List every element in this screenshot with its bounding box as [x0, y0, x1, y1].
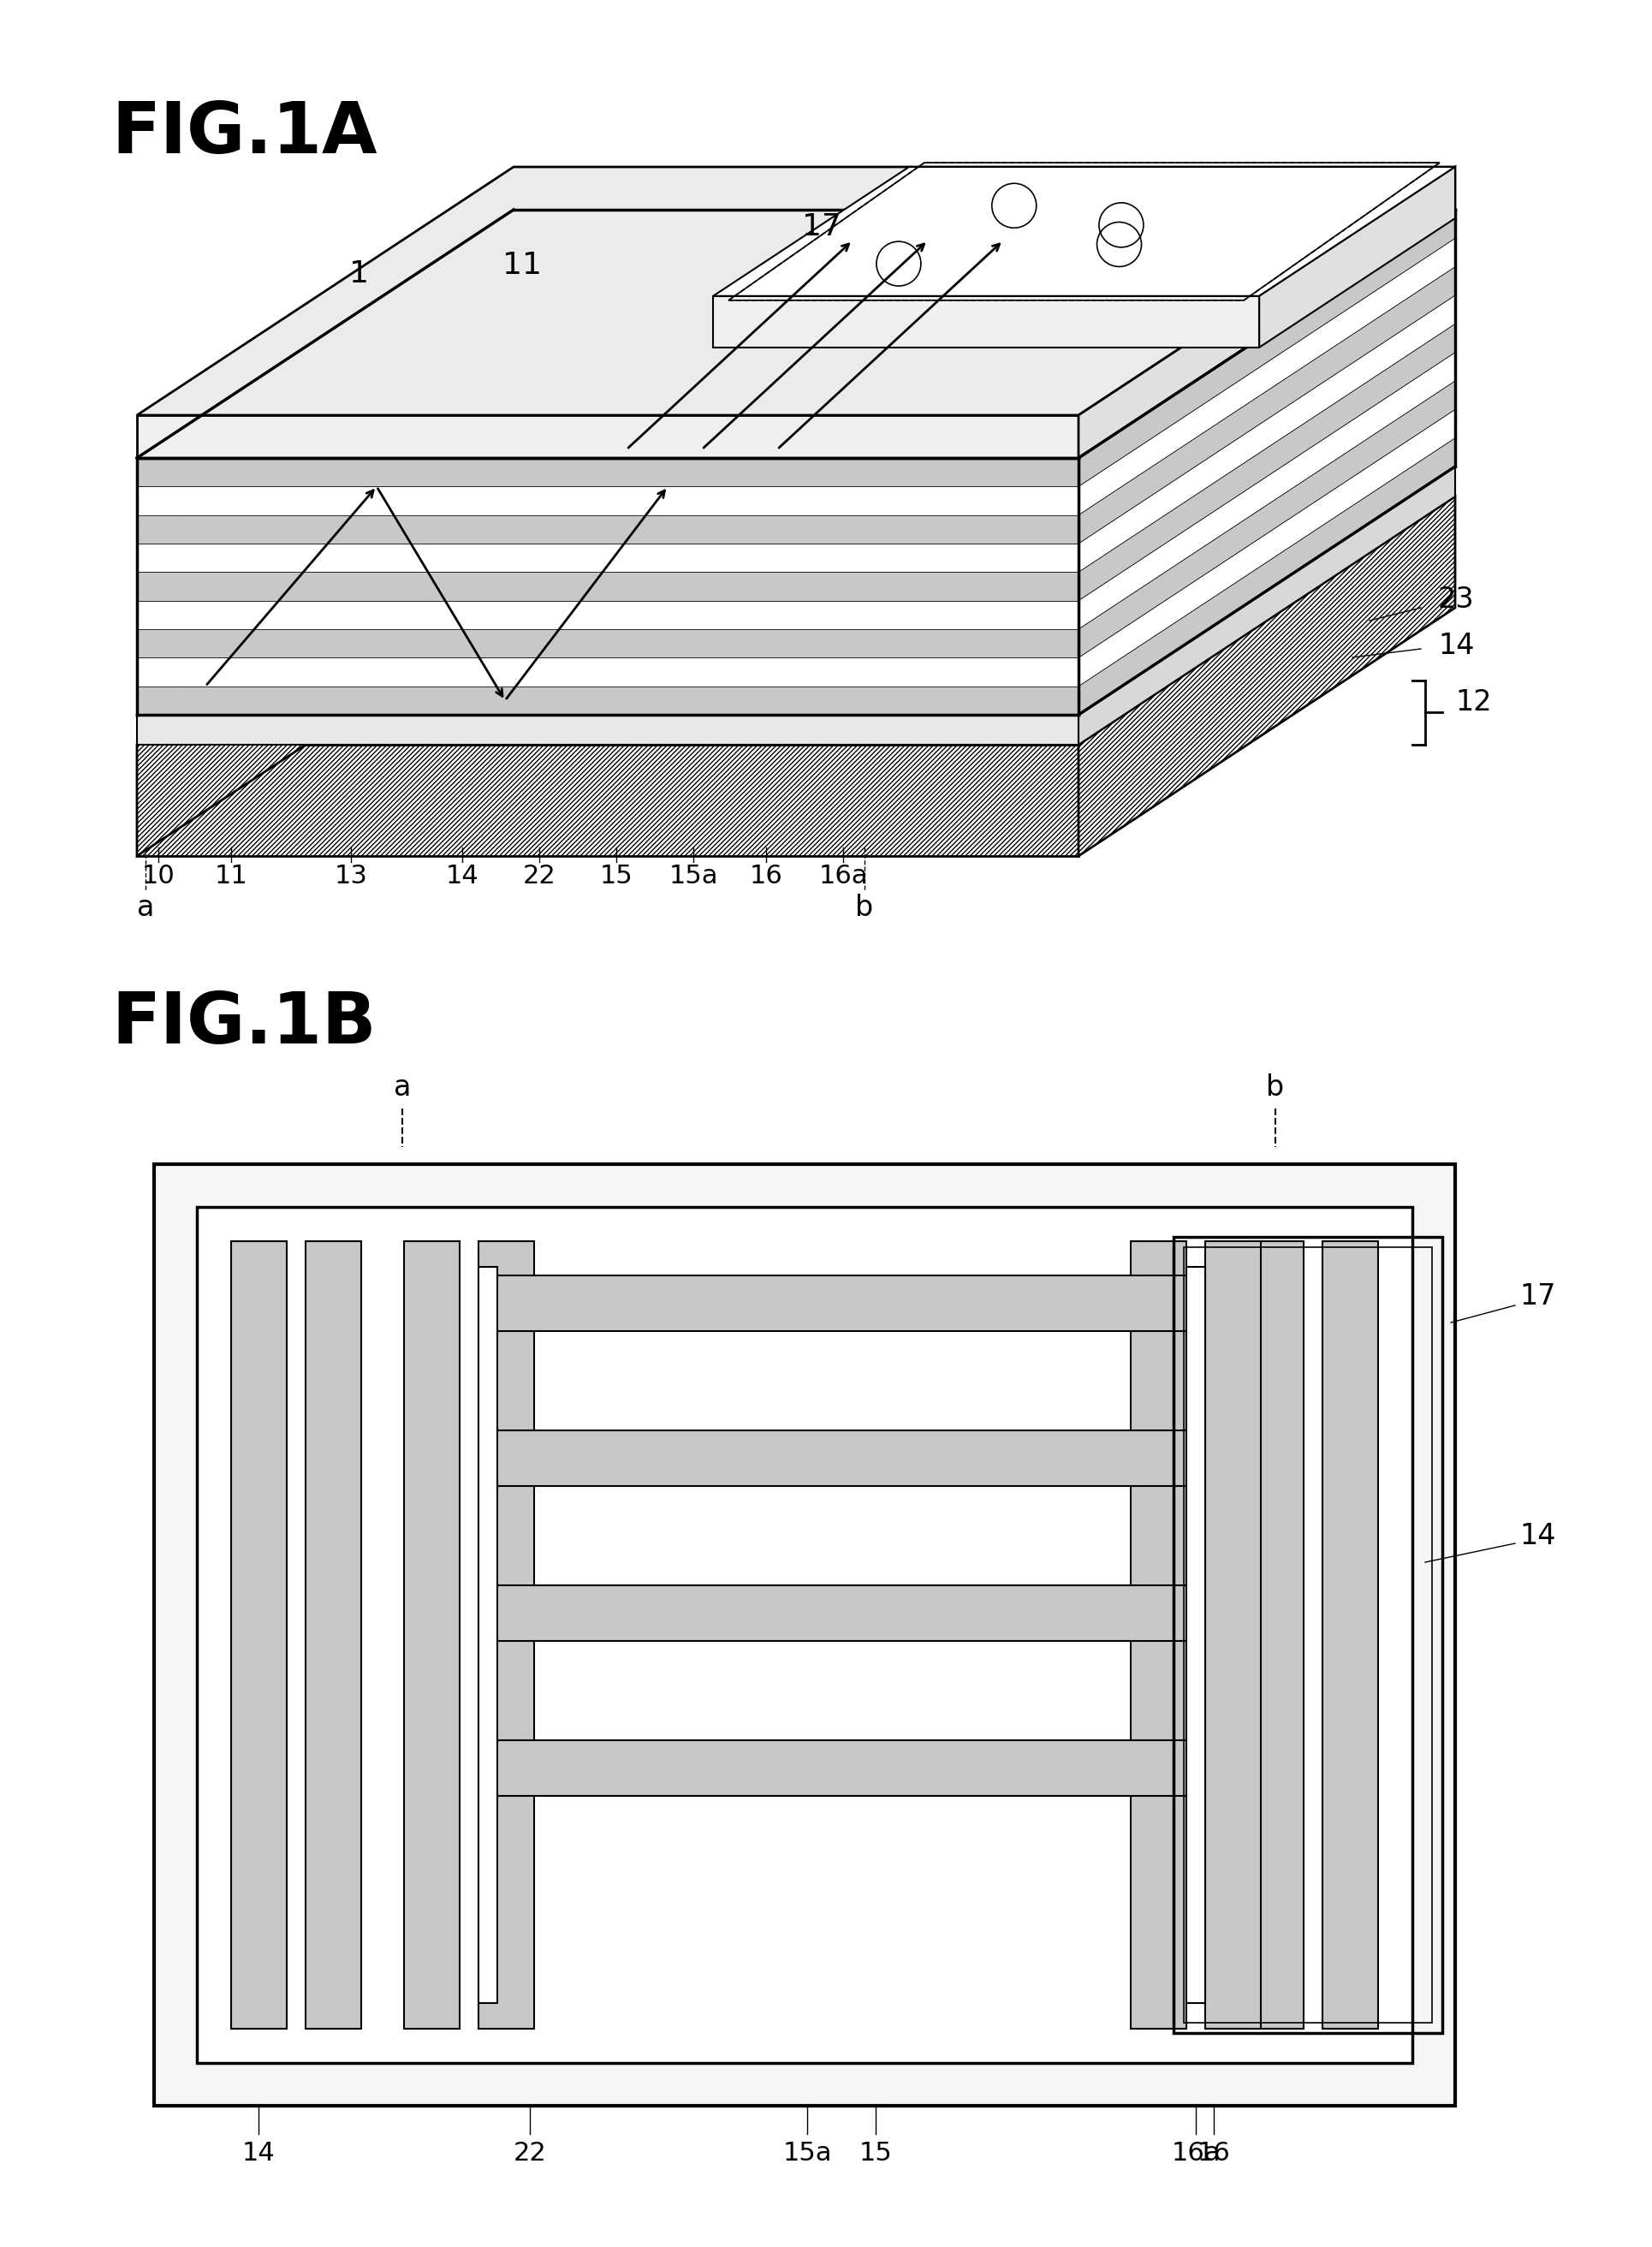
Polygon shape [1079, 409, 1454, 685]
Text: 16: 16 [748, 863, 783, 888]
Polygon shape [137, 658, 1079, 685]
Text: a: a [137, 894, 154, 921]
Polygon shape [137, 488, 1079, 515]
Polygon shape [712, 297, 1259, 348]
Polygon shape [1079, 238, 1454, 515]
Text: 17: 17 [1518, 1283, 1555, 1310]
Polygon shape [1079, 294, 1454, 573]
Polygon shape [1079, 166, 1454, 458]
Polygon shape [137, 238, 1454, 488]
Text: 16a: 16a [1171, 2141, 1219, 2166]
Text: b: b [1265, 1074, 1284, 1101]
Bar [306, 1240, 362, 2029]
Text: 14: 14 [241, 2141, 274, 2166]
Bar [197, 1207, 1411, 2063]
Bar [477, 1240, 534, 2029]
Polygon shape [137, 438, 1454, 685]
Polygon shape [137, 497, 514, 856]
Polygon shape [137, 467, 1454, 715]
Text: 12: 12 [1454, 688, 1490, 717]
Bar [403, 1240, 459, 2029]
Polygon shape [137, 267, 1454, 515]
Text: 15a: 15a [669, 863, 717, 888]
Polygon shape [1079, 353, 1454, 629]
Polygon shape [1079, 438, 1454, 715]
Bar [1183, 1247, 1431, 2022]
Polygon shape [712, 166, 1454, 297]
Polygon shape [137, 294, 1454, 544]
Polygon shape [137, 382, 1454, 629]
Polygon shape [137, 497, 1454, 744]
Text: 22: 22 [522, 863, 555, 888]
Bar [1322, 1240, 1378, 2029]
Bar [231, 1240, 286, 2029]
Polygon shape [137, 166, 1454, 416]
Polygon shape [1079, 382, 1454, 658]
Polygon shape [137, 629, 1079, 658]
Bar [1247, 1240, 1303, 2029]
Text: 22: 22 [514, 2141, 547, 2166]
Text: 14: 14 [1518, 1523, 1555, 1550]
Text: b: b [856, 894, 874, 921]
Polygon shape [137, 744, 1079, 856]
Text: a: a [393, 1074, 411, 1101]
Polygon shape [137, 209, 1454, 458]
Polygon shape [137, 458, 1079, 488]
Polygon shape [137, 715, 1079, 744]
Bar [1204, 1240, 1260, 2029]
Text: 14: 14 [1437, 631, 1474, 661]
Text: 14: 14 [446, 863, 479, 888]
Polygon shape [1079, 267, 1454, 544]
Polygon shape [137, 544, 1079, 573]
Polygon shape [137, 573, 1079, 600]
Bar [496, 1431, 1188, 1485]
Polygon shape [137, 685, 1079, 715]
Text: 23: 23 [1437, 584, 1474, 613]
Polygon shape [137, 600, 1079, 629]
Polygon shape [137, 416, 1079, 458]
Text: 17: 17 [801, 211, 841, 240]
Text: 10: 10 [142, 863, 175, 888]
Text: 1: 1 [350, 258, 368, 288]
Text: FIG.1A: FIG.1A [111, 99, 377, 169]
Text: 16a: 16a [818, 863, 867, 888]
Polygon shape [1079, 467, 1454, 744]
Text: 15a: 15a [781, 2141, 831, 2166]
Bar [477, 1267, 497, 2002]
Text: 16: 16 [1196, 2141, 1229, 2166]
Text: 15: 15 [600, 863, 633, 888]
Polygon shape [1079, 209, 1454, 488]
Text: 11: 11 [502, 252, 542, 281]
Bar [496, 1586, 1188, 1640]
Bar [1186, 1267, 1204, 2002]
Text: 11: 11 [215, 863, 248, 888]
Polygon shape [137, 353, 1454, 600]
Polygon shape [137, 324, 1454, 573]
Bar [154, 1164, 1454, 2105]
Polygon shape [1259, 166, 1454, 348]
Polygon shape [1079, 497, 1454, 856]
Text: FIG.1B: FIG.1B [111, 989, 377, 1058]
Text: 15: 15 [859, 2141, 892, 2166]
Polygon shape [1079, 324, 1454, 600]
Polygon shape [137, 409, 1454, 658]
Polygon shape [137, 515, 1079, 544]
Bar [1130, 1240, 1186, 2029]
Text: 13: 13 [334, 863, 367, 888]
Bar [496, 1276, 1188, 1330]
Bar [1173, 1236, 1442, 2034]
Bar [496, 1739, 1188, 1795]
